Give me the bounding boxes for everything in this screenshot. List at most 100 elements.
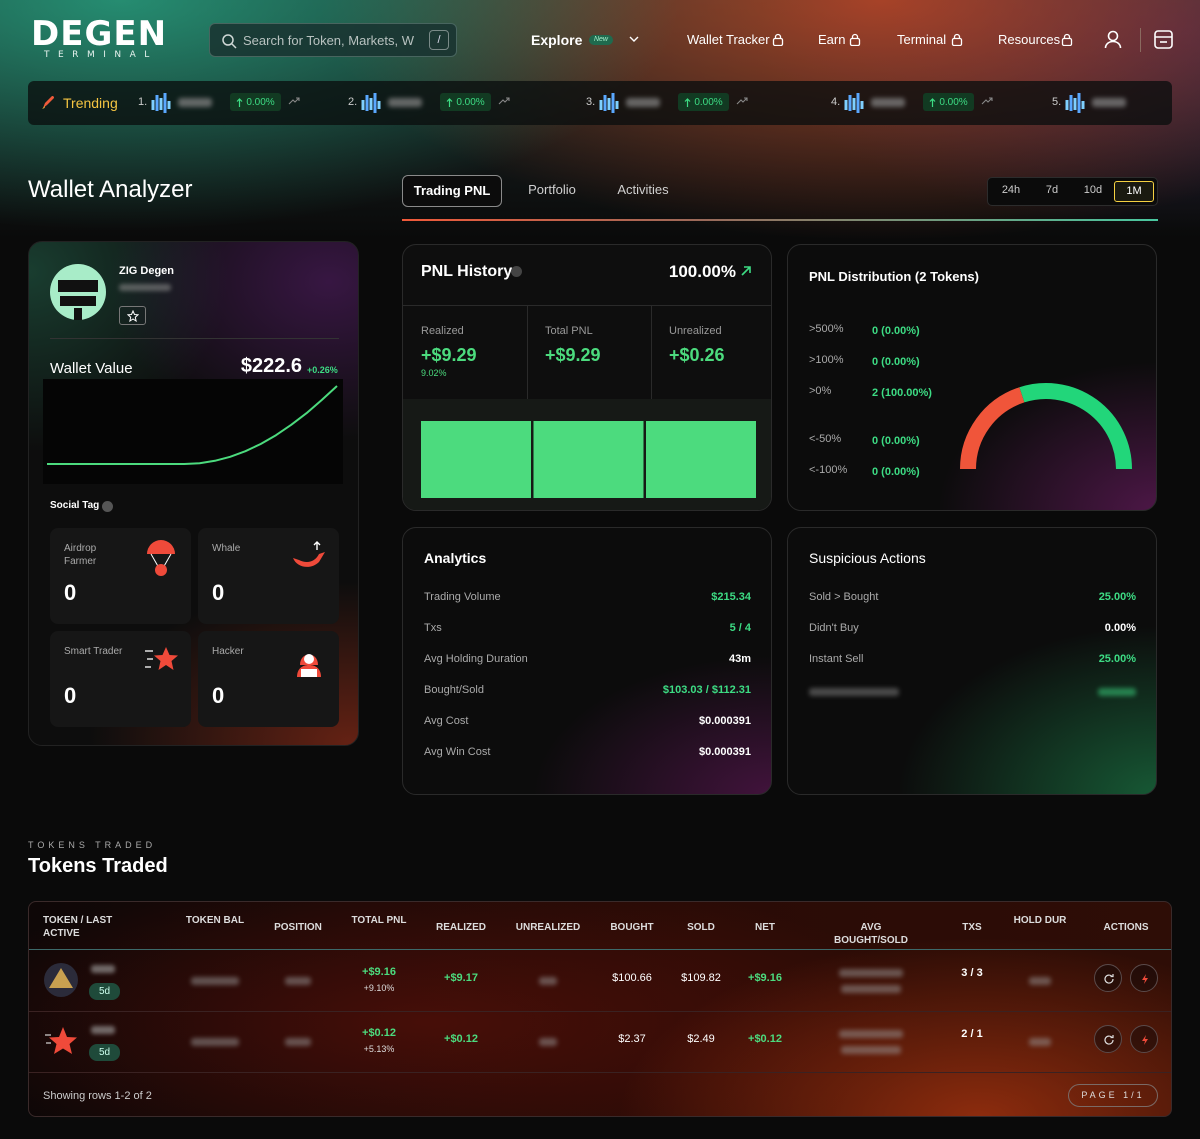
- trending-rank: 2.: [348, 96, 358, 108]
- change-badge: 0.00%: [678, 93, 729, 111]
- avatar-part: [58, 280, 98, 292]
- action-button[interactable]: [1094, 964, 1122, 992]
- range-button[interactable]: 7d: [1045, 184, 1059, 196]
- action-button[interactable]: [1130, 1025, 1158, 1053]
- column-header: SOLD: [687, 922, 715, 933]
- up-arrow: [929, 97, 936, 107]
- change-value: 0.00%: [246, 96, 275, 108]
- token-chart-icon-part: [848, 95, 852, 111]
- pagination[interactable]: PAGE 1/1: [1068, 1084, 1158, 1107]
- action-button[interactable]: [1130, 964, 1158, 992]
- token-chart-icon-part: [856, 93, 860, 113]
- tag-icon: [293, 541, 325, 567]
- column-header: TXS: [962, 922, 982, 933]
- bar: [646, 421, 756, 498]
- realized: +$0.12: [444, 1033, 478, 1045]
- dist-label: >100%: [809, 354, 844, 366]
- tag-icon-part: [147, 540, 175, 554]
- dist-label: <-100%: [809, 464, 848, 476]
- rocket-icon-part: [42, 106, 45, 109]
- lock-icon-part: [951, 37, 963, 46]
- up-arrow: [236, 97, 243, 107]
- bar: [421, 421, 531, 498]
- logo: DEGEN: [31, 14, 168, 54]
- column-header: AVG BOUGHT/SOLD: [834, 922, 908, 946]
- dist-label: >500%: [809, 323, 844, 335]
- nav-explore[interactable]: Explore: [531, 32, 583, 48]
- divider: [1140, 28, 1141, 52]
- dist-value: 0 (0.00%): [872, 466, 920, 478]
- search-box[interactable]: Search for Token, Markets, W /: [209, 23, 457, 57]
- tag-icon-part: [301, 669, 317, 677]
- token-logo-part: [49, 968, 73, 988]
- nav-link[interactable]: Wallet Tracker: [687, 32, 770, 47]
- refresh-icon-part: [1104, 1035, 1114, 1045]
- wallet-chart: [43, 379, 343, 484]
- nav-link[interactable]: Earn: [818, 32, 846, 47]
- logo-sub: TERMINAL: [44, 50, 158, 60]
- tab[interactable]: Trading PNL: [402, 175, 502, 207]
- tag-icon-part: [304, 654, 314, 664]
- page-title: Wallet Analyzer: [28, 176, 193, 203]
- card-title: PNL Distribution (2 Tokens): [809, 269, 979, 284]
- new-badge: New: [589, 35, 613, 45]
- range-button[interactable]: 10d: [1083, 184, 1103, 196]
- cell-blurred: [539, 977, 557, 985]
- tab[interactable]: Activities: [617, 182, 669, 197]
- row-value: $215.34: [711, 591, 751, 603]
- token-chart-icon: [1065, 93, 1085, 113]
- trending-rank: 4.: [831, 96, 841, 108]
- menu-icon[interactable]: [1154, 30, 1173, 49]
- card-title: PNL History: [421, 263, 513, 280]
- info-icon: [102, 501, 113, 512]
- user-icon[interactable]: [1104, 30, 1122, 49]
- token-name-blurred: [178, 98, 212, 107]
- avatar-part: [74, 308, 82, 320]
- cell-blurred: [539, 1038, 557, 1046]
- token-name-blurred: [91, 1026, 115, 1034]
- change-badge: 0.00%: [440, 93, 491, 111]
- wallet-line: [47, 385, 338, 465]
- token-logo: [45, 1027, 77, 1054]
- favorite-button[interactable]: [119, 306, 146, 325]
- range-button[interactable]: 24h: [1001, 184, 1021, 196]
- up-arrow-part: [929, 97, 936, 107]
- token-chart-icon-part: [1073, 98, 1077, 110]
- token-chart-icon-part: [615, 101, 619, 109]
- action-button[interactable]: [1094, 1025, 1122, 1053]
- tab[interactable]: Portfolio: [528, 182, 576, 197]
- lock-icon-part: [772, 37, 784, 46]
- token-chart-icon-part: [599, 100, 603, 110]
- stat-label: Realized: [421, 325, 464, 337]
- section-title: Tokens Traded: [28, 855, 168, 877]
- up-arrow-part: [236, 97, 243, 107]
- token-name-blurred: [91, 965, 115, 973]
- token-chart-icon-part: [1077, 93, 1081, 113]
- token-chart-icon-part: [844, 100, 848, 110]
- pnl-distribution-card: PNL Distribution (2 Tokens) >500% 0 (0.00%…: [787, 244, 1157, 511]
- column-header: POSITION: [274, 922, 322, 933]
- cell-blurred: [285, 977, 311, 985]
- nav-link[interactable]: Terminal: [897, 32, 947, 47]
- rocket-icon-part: [43, 96, 54, 108]
- row-label: Sold > Bought: [809, 591, 879, 603]
- gauge: [960, 383, 1132, 470]
- row-value-blurred: [1098, 688, 1136, 696]
- social-tag-label: Social Tag: [50, 500, 100, 511]
- column-header: BOUGHT: [610, 922, 654, 933]
- range-button[interactable]: 1M: [1113, 181, 1154, 202]
- cell-blurred: [191, 1038, 239, 1046]
- token-logo: [44, 963, 78, 997]
- tag-icon-part: [293, 552, 325, 567]
- row-label: Instant Sell: [809, 653, 864, 665]
- row-value: $0.000391: [699, 715, 751, 727]
- up-arrow: [684, 97, 691, 107]
- token-chart-icon-part: [151, 100, 155, 110]
- token-chart-icon-part: [1081, 101, 1085, 109]
- dist-value: 0 (0.00%): [872, 356, 920, 368]
- nav-link[interactable]: Resources: [998, 32, 1061, 47]
- tag-card: Whale 0: [198, 528, 339, 624]
- cell-blurred: [841, 985, 901, 993]
- trend-icon: [736, 97, 748, 105]
- table-footer-text: Showing rows 1-2 of 2: [43, 1090, 152, 1102]
